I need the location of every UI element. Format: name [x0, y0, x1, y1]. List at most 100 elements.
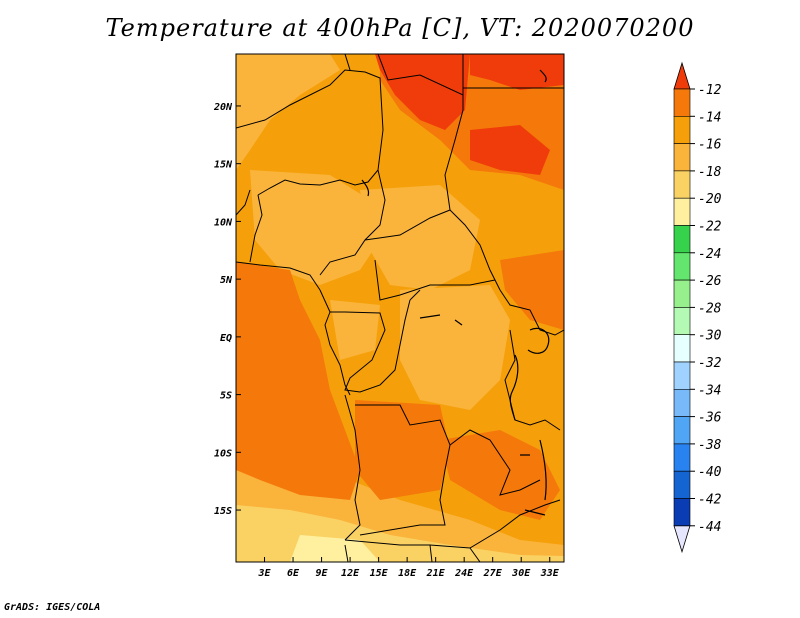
- colorbar-swatch: [673, 252, 691, 281]
- x-tick-label: 15E: [370, 568, 389, 579]
- colorbar-label: -40: [698, 465, 722, 480]
- colorbar-label: -16: [698, 138, 722, 153]
- x-tick-label: 33E: [540, 568, 560, 579]
- x-tick-label: 12E: [341, 568, 360, 579]
- colorbar-swatch: [673, 498, 691, 527]
- x-tick-label: 30E: [511, 568, 531, 579]
- border-egypt: [462, 54, 564, 89]
- colorbar-swatch: [673, 470, 691, 499]
- x-tick-label: 21E: [426, 568, 446, 579]
- colorbar-swatch: [673, 116, 691, 144]
- colorbar-label: -42: [698, 493, 722, 508]
- chart-title: Temperature at 400hPa [C], VT: 202007020…: [105, 14, 695, 42]
- band-12-northeast: [470, 54, 564, 90]
- border-angola: [355, 404, 451, 536]
- colorbar: -12 -14 -16 -18 -20 -22 -24 -26 -28 -30 -32 -34 -36 -…: [673, 61, 722, 554]
- x-tick-label: 27E: [483, 568, 503, 579]
- band-14-atlantic: [236, 262, 360, 500]
- band-14-zambia: [440, 430, 560, 520]
- y-tick-label: 15S: [214, 506, 232, 517]
- y-axis: 20N 15N 10N 5N EQ 5S 10S 15S: [213, 102, 241, 517]
- y-tick-label: 5S: [220, 391, 232, 402]
- country-borders: [236, 54, 564, 562]
- colorbar-label: -12: [698, 83, 722, 98]
- colorbar-swatch: [673, 307, 691, 335]
- lakes: [361, 69, 550, 516]
- x-tick-label: 3E: [257, 568, 271, 579]
- border-zambia: [449, 429, 541, 496]
- x-tick-label: 18E: [398, 568, 417, 579]
- y-tick-label: EQ: [220, 333, 232, 344]
- band-14-east: [500, 250, 564, 330]
- colorbar-label: -34: [698, 383, 721, 398]
- colorbar-bottom-arrow: [673, 525, 691, 554]
- colorbar-label: -36: [698, 411, 722, 426]
- border-chad-car: [364, 209, 451, 241]
- y-tick-label: 10N: [214, 217, 233, 228]
- colorbar-swatch: [673, 388, 691, 417]
- colorbar-label: -28: [698, 301, 722, 316]
- footer-credit: GrADS: IGES/COLA: [4, 602, 101, 613]
- coast-angola: [344, 394, 361, 541]
- colorbar-label: -30: [698, 329, 722, 344]
- band-14-angola: [355, 400, 450, 500]
- colorbar-label: -26: [698, 274, 722, 289]
- band-12-sudan: [470, 125, 550, 175]
- lake-malawi: [539, 439, 547, 501]
- colorbar-swatch: [673, 416, 691, 445]
- colorbar-label: -32: [698, 356, 722, 371]
- colorbar-label: -18: [698, 165, 722, 180]
- colorbar-swatch: [673, 443, 691, 472]
- colorbar-label: -38: [698, 438, 722, 453]
- lake-chad: [361, 179, 370, 197]
- border-congo: [319, 289, 411, 393]
- colorbar-swatch: [673, 143, 691, 172]
- border-benin: [249, 194, 263, 263]
- band-18-central: [360, 185, 480, 290]
- coast-red-sea: [539, 69, 547, 83]
- colorbar-label: -44: [698, 520, 721, 535]
- y-tick-label: 15N: [214, 160, 233, 171]
- border-south-sudan: [499, 289, 564, 336]
- colorbar-label: -22: [698, 220, 722, 235]
- x-tick-label: 6E: [287, 568, 300, 579]
- colorbar-top-arrow: [673, 61, 691, 90]
- border-south-stubs: [344, 544, 481, 562]
- y-tick-label: 5N: [220, 275, 233, 286]
- lake-tanganyika: [509, 354, 519, 421]
- band-22-south: [290, 535, 380, 562]
- colorbar-label: -24: [698, 247, 721, 262]
- river-segments: [419, 314, 463, 326]
- coast-gulf-guinea: [236, 261, 321, 291]
- colorbar-swatch: [673, 225, 691, 254]
- map-frame: [235, 53, 565, 563]
- colorbar-swatch: [673, 170, 691, 199]
- lake-victoria: [527, 327, 550, 354]
- border-algeria: [344, 54, 351, 71]
- temperature-field: [236, 54, 564, 562]
- border-drc-north: [409, 289, 421, 301]
- y-tick-label: 10S: [214, 448, 232, 459]
- colorbar-label: -14: [698, 110, 721, 125]
- border-namibia-botswana: [344, 499, 561, 549]
- y-tick-label: 20N: [213, 102, 233, 113]
- x-tick-label: 24E: [454, 568, 474, 579]
- colorbar-swatch: [673, 334, 691, 363]
- x-tick-label: 9E: [316, 568, 329, 579]
- coast-gabon: [324, 311, 351, 396]
- x-axis: 3E 6E 9E 12E 15E 18E 21E 24E 27E 30E 33E: [257, 557, 560, 579]
- colorbar-swatch: [673, 361, 691, 390]
- border-burkina: [236, 189, 251, 216]
- border-car-south: [374, 259, 496, 301]
- lake-small-south: [520, 454, 546, 516]
- colorbar-swatch: [673, 197, 691, 226]
- colorbar-swatch: [673, 88, 691, 117]
- band-18-northwest: [236, 54, 340, 170]
- colorbar-label: -20: [698, 192, 722, 207]
- colorbar-swatch: [673, 279, 691, 308]
- band-18-west-central: [250, 170, 380, 285]
- band-18-congo: [400, 285, 510, 410]
- band-18-gabon: [330, 300, 380, 360]
- band-12-north: [375, 54, 470, 130]
